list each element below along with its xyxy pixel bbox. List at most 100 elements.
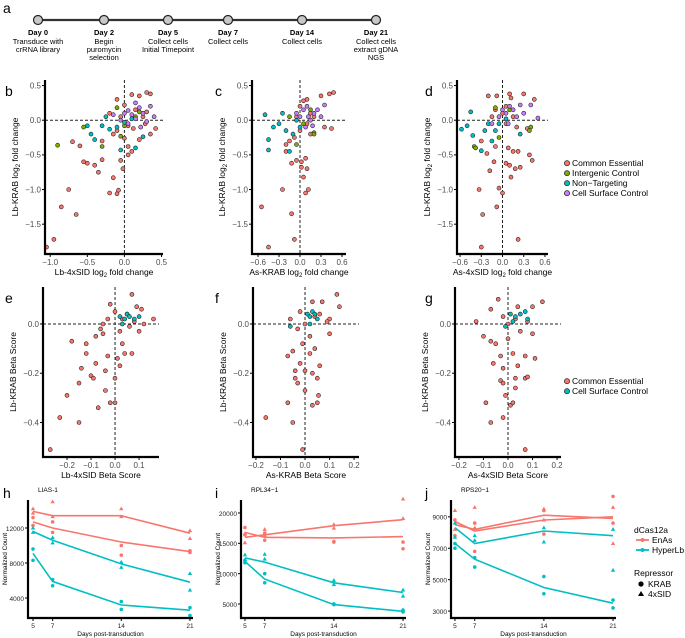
x-tick-label: 14	[540, 623, 548, 630]
replicate-dot	[332, 539, 336, 544]
data-point	[299, 165, 304, 170]
data-point	[85, 160, 90, 166]
data-point	[513, 385, 518, 391]
data-point	[118, 117, 123, 123]
data-point	[310, 402, 315, 408]
x-tick-label: −0.3	[271, 258, 287, 267]
data-point	[322, 124, 327, 130]
data-point	[464, 123, 470, 129]
data-point	[139, 306, 144, 312]
data-point	[280, 187, 285, 192]
data-point	[297, 104, 303, 109]
data-point	[120, 321, 125, 327]
data-point	[503, 324, 508, 329]
y-tick-label: −1.0	[25, 185, 41, 194]
x-tick-label: −0.1	[476, 461, 492, 470]
data-point	[334, 292, 340, 297]
data-point	[297, 361, 303, 366]
x-axis-label-text: Lb-4xSID Beta Score	[61, 470, 141, 480]
data-point	[93, 333, 99, 339]
data-point	[503, 111, 509, 116]
x-tick-label: 21	[399, 623, 407, 630]
data-point	[304, 104, 310, 109]
data-point	[478, 148, 484, 153]
data-point	[531, 97, 537, 102]
data-point	[116, 187, 121, 193]
data-point	[299, 159, 304, 165]
data-point	[510, 351, 516, 356]
x-tick-label: 7	[263, 623, 267, 630]
data-point	[317, 363, 323, 369]
chart-panel-b: −1.0 −0.5 0.0 0.5 0.5 0.0 −0.5 −1.0 −1.5 Lb-4xSID…	[10, 80, 168, 279]
replicate-dot	[31, 558, 35, 563]
data-point	[489, 114, 495, 119]
data-point	[280, 111, 285, 116]
data-point	[144, 119, 149, 124]
data-point	[515, 237, 521, 242]
data-point	[295, 380, 301, 386]
replicate-triangle	[262, 551, 267, 556]
data-point	[122, 120, 127, 125]
replicate-dot	[472, 549, 477, 554]
data-point	[484, 151, 490, 156]
legend-label: Non−Targeting	[572, 178, 628, 188]
replicate-dot	[50, 583, 55, 588]
x-tick-label: −0.1	[83, 461, 99, 470]
data-point	[133, 116, 138, 122]
replicate-dot	[472, 565, 477, 569]
data-point	[517, 328, 523, 334]
data-point	[77, 143, 83, 149]
replicate-triangle	[452, 520, 458, 525]
data-point	[138, 124, 143, 130]
data-point	[81, 124, 86, 130]
data-point	[99, 144, 105, 149]
data-point	[311, 111, 317, 116]
y-tick-label: −0.2	[23, 369, 39, 378]
legend-label: Common Essential	[572, 376, 643, 386]
y-tick-label: 9000	[433, 515, 448, 522]
x-tick-label: −0.6	[452, 258, 468, 267]
legend-label: HyperLb	[652, 545, 684, 555]
data-point	[107, 301, 113, 307]
data-point	[125, 152, 131, 158]
chart-panel-h: 5 7 14 21 12000 8000 4000 LIAS-1 Days post-trans…	[2, 487, 194, 638]
timeline-day: Day 2	[94, 28, 114, 37]
data-point	[276, 121, 282, 126]
data-point	[129, 149, 135, 154]
data-point	[76, 420, 82, 425]
panel-label-a: a	[3, 0, 11, 16]
data-point	[290, 131, 296, 137]
panel-label-j: j	[424, 485, 428, 501]
data-point	[103, 114, 109, 119]
data-point	[331, 90, 336, 95]
x-tick-label: 0.0	[294, 258, 306, 267]
data-point	[122, 316, 127, 322]
data-point	[301, 174, 306, 180]
data-point	[70, 139, 75, 144]
x-tick-label: 0.5	[156, 258, 168, 267]
timeline-desc: extract gDNA	[354, 45, 399, 54]
y-axis-label: Lb-KRAB Beta Score	[218, 332, 228, 412]
y-axis-label: Normalized Count	[215, 533, 222, 585]
legend-swatch	[564, 180, 570, 187]
panel-label-c: c	[215, 83, 222, 99]
y-tick-label: 0.0	[440, 320, 452, 329]
data-point	[522, 447, 528, 452]
data-point	[473, 319, 479, 324]
data-point	[478, 244, 484, 250]
x-axis-label: As-4xSID log2 fold change	[453, 267, 553, 279]
x-tick-label: 0.2	[349, 461, 361, 470]
data-point	[505, 121, 511, 126]
timeline-day: Day 7	[218, 28, 238, 37]
data-point	[487, 168, 493, 174]
replicate-triangle	[541, 525, 547, 530]
series-line-hyperlb-krab	[32, 552, 191, 611]
panel-label-h: h	[3, 485, 11, 501]
replicate-triangle	[262, 556, 267, 561]
replicate-triangle	[50, 535, 55, 540]
x-tick-label: 0.0	[497, 258, 509, 267]
y-axis-label-text: Lb-KRAB Beta Score	[8, 332, 18, 412]
data-point	[144, 90, 149, 95]
replicate-triangle	[119, 506, 124, 511]
data-point	[292, 368, 298, 374]
